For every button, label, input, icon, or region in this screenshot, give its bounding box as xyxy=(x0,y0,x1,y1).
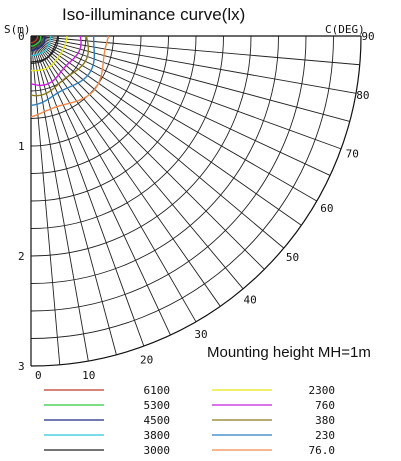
angular-axis-label: C(DEG) xyxy=(325,23,365,36)
angular-tick-label: 50 xyxy=(286,251,299,264)
grid-spoke xyxy=(30,35,117,355)
angular-tick-label: 80 xyxy=(356,89,369,102)
legend-label: 2300 xyxy=(309,384,336,397)
radial-tick-label: 1 xyxy=(18,140,25,153)
grid-spoke xyxy=(30,35,342,150)
angular-tick-label: 60 xyxy=(320,202,333,215)
polar-grid xyxy=(30,35,362,367)
grid-spoke xyxy=(30,35,145,347)
legend-label: 760 xyxy=(315,399,335,412)
grid-spoke xyxy=(30,35,318,202)
isolux-curve-76-0 xyxy=(30,35,110,118)
mounting-height-note: Mounting height MH=1m xyxy=(207,344,371,361)
grid-spoke xyxy=(30,35,302,226)
legend-label: 6100 xyxy=(144,384,171,397)
grid-spoke xyxy=(30,35,285,249)
grid-spoke xyxy=(30,35,171,336)
legend-label: 3000 xyxy=(144,444,171,457)
legend-label: 230 xyxy=(315,429,335,442)
legend-label: 76.0 xyxy=(309,444,336,457)
angular-tick-label: 0 xyxy=(35,369,42,382)
legend-label: 3800 xyxy=(144,429,171,442)
isolux-curve-4500 xyxy=(30,35,46,52)
radial-axis-label: S(m) xyxy=(4,23,31,36)
legend: 6100 5300 4500 3800 3000 2300 760 380 230 76.0 xyxy=(44,384,335,457)
grid-spoke xyxy=(30,35,61,365)
angular-tick-label: 90 xyxy=(361,30,374,43)
isolux-curve-3000 xyxy=(30,35,59,63)
isolux-curve-6100 xyxy=(30,35,39,44)
radial-tick-label: 3 xyxy=(18,360,25,373)
chart-title: Iso-illuminance curve(lx) xyxy=(62,5,245,24)
angular-tick-label: 30 xyxy=(194,328,207,341)
isolux-curves xyxy=(30,35,110,118)
grid-spoke xyxy=(30,35,89,362)
isolux-curve-760 xyxy=(30,35,82,87)
legend-label: 380 xyxy=(315,414,335,427)
isolux-curve-380 xyxy=(30,35,90,97)
grid-spoke xyxy=(30,35,357,94)
radial-tick-label: 2 xyxy=(18,250,25,263)
grid-spoke xyxy=(30,35,350,122)
isolux-curve-3800 xyxy=(30,35,52,57)
angular-tick-label: 40 xyxy=(243,294,256,307)
radial-tick-label: 0 xyxy=(18,30,25,43)
isolux-curve-230 xyxy=(30,35,95,106)
legend-label: 5300 xyxy=(144,399,171,412)
angular-tick-label: 10 xyxy=(82,369,95,382)
angular-tick-label: 20 xyxy=(140,353,153,366)
grid-spoke xyxy=(30,35,360,66)
angular-tick-label: 70 xyxy=(346,148,359,161)
isolux-curve-2300 xyxy=(30,35,68,72)
isolux-curve-5300 xyxy=(30,35,42,47)
grid-spoke xyxy=(30,35,331,176)
legend-label: 4500 xyxy=(144,414,171,427)
